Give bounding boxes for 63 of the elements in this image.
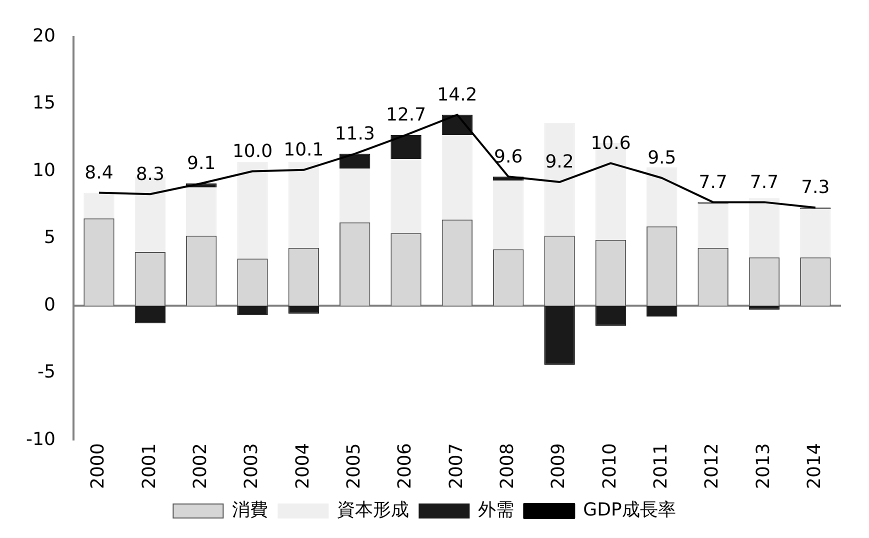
x-tick-label: 2014 [804, 443, 826, 490]
bar [134, 306, 166, 324]
data-label: 9.2 [545, 152, 574, 173]
bar [186, 187, 217, 236]
y-tick-label: 10 [32, 160, 56, 181]
bar [544, 122, 575, 236]
bar [237, 162, 268, 259]
data-label: 8.3 [136, 164, 164, 185]
legend-label: 消費 [232, 500, 268, 521]
x-tick-label: 2000 [88, 443, 109, 490]
bar [237, 306, 268, 316]
bar [84, 192, 114, 218]
bar [748, 198, 780, 258]
bar [493, 180, 524, 250]
bar [288, 306, 320, 314]
y-tick-label: 5 [44, 227, 56, 248]
bar [646, 306, 678, 316]
data-label: 10.0 [232, 140, 273, 162]
data-label: 10.1 [284, 140, 324, 161]
x-tick-label: 2005 [344, 443, 365, 490]
bar [800, 208, 831, 258]
legend-label: 資本形成 [337, 500, 410, 521]
bar [288, 162, 320, 248]
y-tick-label: 0 [44, 294, 56, 316]
bar [544, 306, 575, 365]
data-label: 9.5 [648, 148, 676, 169]
x-tick-label: 2003 [241, 443, 262, 490]
data-label: 8.4 [84, 162, 114, 184]
bar [442, 134, 473, 220]
bar [340, 168, 370, 222]
bar [646, 167, 678, 226]
legend-label: GDP成長率 [583, 500, 676, 521]
x-tick-label: 2011 [650, 443, 672, 490]
x-tick-label: 2007 [446, 443, 467, 490]
data-label: 14.2 [437, 84, 478, 106]
bar [595, 306, 626, 326]
x-tick-label: 2010 [599, 443, 620, 490]
data-label: 9.6 [494, 146, 523, 168]
data-label: 12.7 [386, 104, 426, 126]
data-label: 9.1 [187, 153, 216, 174]
data-label: 7.7 [698, 172, 728, 193]
bar [390, 159, 422, 234]
x-tick-label: 2006 [394, 443, 416, 490]
y-tick-label: 20 [32, 25, 56, 46]
data-label: 7.3 [801, 177, 830, 198]
x-tick-label: 2002 [190, 443, 212, 490]
x-tick-label: 2013 [752, 443, 774, 490]
legend-label: 外需 [478, 500, 514, 521]
y-tick-label: 15 [32, 92, 56, 114]
y-tick-label: -5 [37, 362, 56, 383]
bar [390, 134, 422, 160]
x-tick-label: 2001 [138, 443, 160, 490]
x-tick-label: 2008 [497, 443, 518, 490]
bar [698, 204, 728, 248]
data-label: 10.6 [590, 132, 631, 154]
y-tick-label: -10 [26, 428, 56, 450]
x-tick-label: 2004 [292, 443, 314, 490]
bar [748, 306, 780, 310]
bar [340, 154, 370, 169]
data-label: 11.3 [334, 123, 375, 144]
x-tick-label: 2009 [548, 443, 570, 490]
x-tick-label: 2012 [702, 443, 723, 490]
data-label: 7.7 [750, 172, 779, 193]
